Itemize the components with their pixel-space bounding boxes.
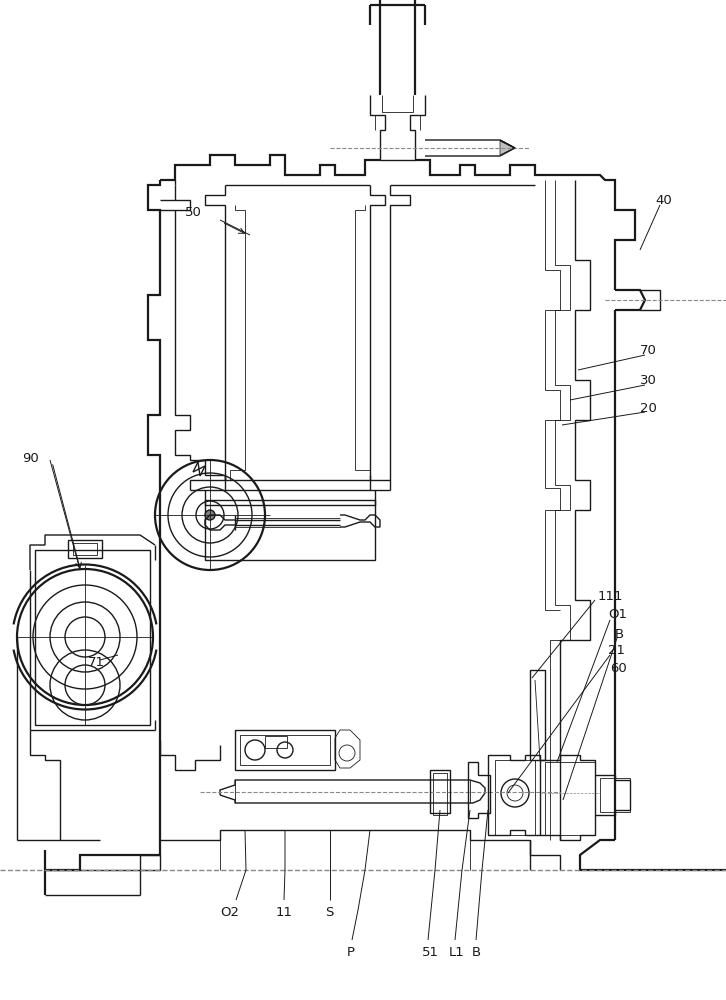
Bar <box>545 762 595 835</box>
Text: 111: 111 <box>598 589 624 602</box>
Text: 90: 90 <box>22 452 38 464</box>
Bar <box>240 735 330 765</box>
Bar <box>235 730 335 770</box>
Text: O2: O2 <box>220 906 239 918</box>
Text: 71: 71 <box>88 656 105 670</box>
Text: 20: 20 <box>640 401 657 414</box>
Text: S: S <box>325 906 333 918</box>
Bar <box>73 543 97 555</box>
Text: 11: 11 <box>276 906 293 918</box>
Bar <box>68 540 102 558</box>
Text: 40: 40 <box>655 194 672 207</box>
Text: P: P <box>347 946 355 958</box>
Bar <box>265 736 287 748</box>
Text: L1: L1 <box>449 946 465 958</box>
Circle shape <box>205 510 215 520</box>
Text: O1: O1 <box>608 608 627 621</box>
Text: 21: 21 <box>608 645 625 658</box>
Bar <box>205 505 375 560</box>
Text: B: B <box>472 946 481 958</box>
Text: 50: 50 <box>185 207 202 220</box>
Bar <box>433 773 447 815</box>
Bar <box>35 550 150 725</box>
Bar <box>600 778 630 812</box>
Text: B: B <box>615 628 624 641</box>
Polygon shape <box>500 141 514 155</box>
Text: 70: 70 <box>640 344 657 357</box>
Bar <box>495 760 535 835</box>
Text: 51: 51 <box>422 946 439 958</box>
Text: 30: 30 <box>640 373 657 386</box>
Text: 60: 60 <box>610 662 627 674</box>
